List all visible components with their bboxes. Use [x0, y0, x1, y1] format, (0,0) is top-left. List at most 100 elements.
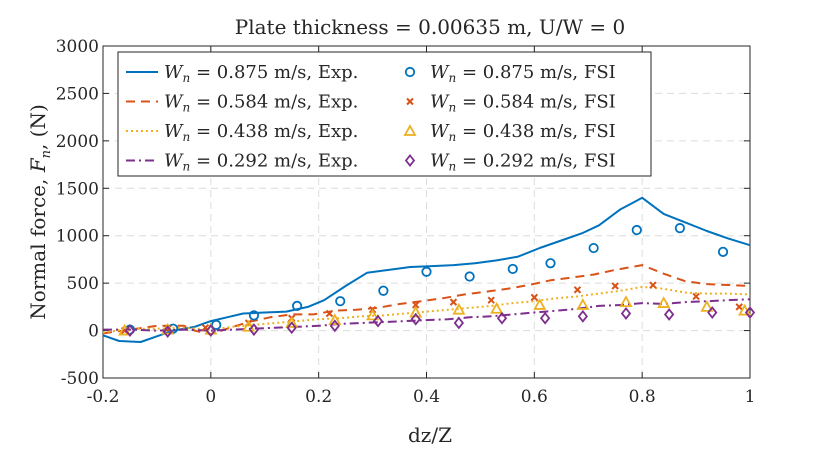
legend: Wn = 0.875 m/s, Exp. Wn = 0.584 m/s, Exp.… — [117, 51, 652, 177]
marker-x-stroke — [735, 303, 743, 311]
y-tick-label: 2500 — [56, 84, 99, 104]
x-axis-label: dz/Z — [408, 423, 452, 447]
data-point — [328, 313, 342, 326]
x-tick-label: 1 — [745, 387, 756, 407]
legend-label: Wn = 0.438 m/s, Exp. — [164, 121, 358, 144]
y-tick-label: 3000 — [56, 37, 99, 57]
data-point — [707, 306, 718, 319]
marker-x-stroke — [487, 296, 495, 304]
marker-x-stroke — [325, 309, 334, 318]
data-point — [576, 298, 590, 310]
data-point — [242, 319, 256, 332]
data-point — [588, 242, 599, 254]
data-point — [620, 307, 632, 320]
legend-marker-swatch — [403, 124, 417, 136]
x-tick-label: 0 — [205, 387, 216, 407]
series-6 — [118, 295, 752, 336]
x-tick-label: 0.4 — [413, 387, 440, 407]
data-point — [649, 281, 657, 289]
marker-x-stroke — [573, 286, 582, 294]
chart-title: Plate thickness = 0.00635 m, U/W = 0 — [235, 15, 625, 39]
data-point — [452, 302, 466, 315]
data-point — [611, 282, 619, 290]
data-point — [464, 271, 475, 282]
data-point — [248, 310, 260, 321]
data-point — [717, 246, 729, 257]
data-point — [700, 300, 714, 312]
data-point — [663, 308, 675, 321]
marker-x-stroke — [649, 281, 657, 289]
x-tick-label: 0.6 — [521, 387, 548, 407]
marker-x-stroke — [449, 298, 458, 306]
y-tick-label: 2000 — [56, 132, 99, 152]
y-tick-label: 1000 — [56, 227, 99, 247]
data-point — [329, 319, 340, 333]
data-point — [372, 314, 384, 328]
data-point — [248, 323, 260, 337]
data-point — [657, 296, 671, 308]
data-point — [496, 311, 508, 325]
data-point — [577, 309, 589, 323]
data-point — [631, 224, 642, 236]
data-point — [744, 306, 756, 319]
y-tick-label: -500 — [61, 369, 99, 389]
data-point — [162, 325, 173, 338]
data-point — [410, 312, 421, 326]
legend-label: Wn = 0.875 m/s, FSI — [430, 62, 616, 85]
marker-x-stroke — [692, 292, 700, 301]
y-tick-label: 1500 — [56, 179, 99, 199]
data-point — [409, 305, 423, 318]
data-point — [507, 263, 518, 275]
data-point — [453, 316, 465, 330]
data-point — [573, 286, 582, 294]
legend-label: Wn = 0.584 m/s, Exp. — [164, 92, 358, 115]
y-tick-label: 0 — [88, 322, 99, 342]
legend-marker-swatch — [406, 97, 414, 106]
data-point — [674, 223, 686, 234]
marker-x-stroke — [412, 301, 420, 309]
data-point — [366, 308, 380, 321]
data-point — [619, 295, 633, 308]
data-point — [124, 324, 136, 338]
data-point — [487, 296, 495, 304]
data-point — [735, 303, 743, 311]
legend-label: Wn = 0.584 m/s, FSI — [430, 92, 616, 115]
marker-x-stroke — [611, 282, 619, 290]
data-point — [539, 311, 551, 325]
data-point — [211, 319, 222, 330]
data-point — [545, 258, 556, 269]
axes: -0.2 0 0.2 0.4 0.6 0.8 1 -500 0 500 1000 1500 2000 25… — [56, 37, 756, 407]
data-point — [412, 301, 420, 309]
x-tick-label: 0.2 — [305, 387, 332, 407]
series-0 — [102, 196, 751, 343]
data-point — [530, 293, 539, 302]
legend-box — [117, 51, 652, 177]
series-7 — [124, 306, 756, 338]
series-layer — [102, 196, 756, 343]
legend-label: Wn = 0.438 m/s, FSI — [430, 121, 616, 144]
legend-marker-swatch — [404, 154, 416, 167]
legend-marker-swatch — [404, 66, 416, 78]
x-tick-label: 0.8 — [629, 387, 656, 407]
data-point — [421, 266, 432, 277]
legend-label: Wn = 0.292 m/s, FSI — [430, 151, 616, 174]
x-tick-label: -0.2 — [87, 387, 120, 407]
legend-label: Wn = 0.292 m/s, Exp. — [164, 151, 358, 174]
data-point — [692, 292, 700, 301]
data-point — [378, 285, 389, 296]
data-point — [490, 301, 504, 314]
data-point — [205, 324, 216, 338]
series-2 — [102, 285, 751, 334]
data-point — [291, 300, 303, 312]
data-point — [285, 316, 299, 328]
y-axis-label: Normal force, Fn, (N) — [26, 104, 54, 320]
legend-label: Wn = 0.875 m/s, Exp. — [164, 62, 358, 85]
marker-x-stroke — [201, 324, 210, 332]
y-tick-label: 500 — [67, 274, 99, 294]
marker-x-stroke — [530, 293, 539, 302]
data-point — [449, 298, 458, 306]
data-point — [335, 296, 346, 307]
marker-x-stroke — [406, 97, 414, 106]
data-point — [533, 298, 547, 310]
